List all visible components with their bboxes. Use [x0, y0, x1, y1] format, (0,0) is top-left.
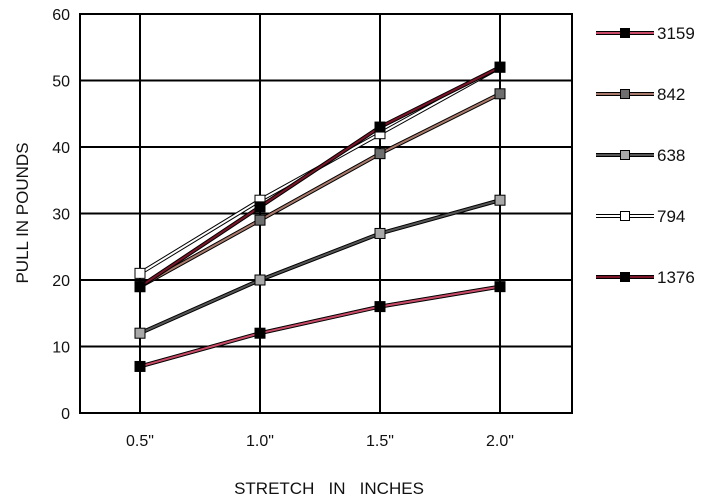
data-point-3159: [254, 327, 266, 339]
legend-marker-3159: [620, 28, 630, 38]
series-line-core: [139, 66, 501, 288]
y-tick-label: 10: [52, 340, 70, 357]
x-axis-ticks: 0.5" 1.0" 1.5" 2.0": [126, 433, 514, 450]
series-line-core: [139, 92, 501, 288]
data-point-842: [494, 88, 506, 100]
series-line-3159: [139, 284, 501, 369]
data-point-3159: [134, 360, 146, 372]
data-point-3159: [374, 301, 386, 313]
data-point-1376: [494, 61, 506, 73]
y-axis-label: PULL IN POUNDS: [13, 142, 32, 283]
legend: 3159 842 638 794 1376: [596, 24, 695, 287]
data-point-1376: [374, 121, 386, 133]
data-point-638: [254, 274, 266, 286]
series-line-core: [139, 285, 501, 368]
legend-label: 1376: [657, 268, 695, 287]
x-tick-label: 2.0": [486, 433, 514, 450]
data-point-638: [374, 227, 386, 239]
legend-label: 638: [657, 146, 685, 165]
legend-marker-638: [620, 150, 630, 160]
y-axis-ticks: 0 10 20 30 40 50 60: [52, 7, 70, 423]
series-lines: [138, 65, 501, 369]
data-point-638: [134, 327, 146, 339]
y-tick-label: 50: [52, 74, 70, 91]
data-point-1376: [134, 281, 146, 293]
legend-marker-1376: [620, 272, 630, 282]
series-line-842: [139, 92, 501, 289]
legend-label: 3159: [657, 24, 695, 43]
x-tick-label: 1.5": [366, 433, 394, 450]
x-tick-label: 0.5": [126, 433, 154, 450]
series-line-1376: [138, 65, 501, 289]
legend-marker-842: [620, 89, 630, 99]
x-tick-label: 1.0": [246, 433, 274, 450]
y-tick-label: 60: [52, 7, 70, 24]
data-point-842: [374, 148, 386, 160]
data-point-3159: [494, 281, 506, 293]
y-tick-label: 0: [61, 406, 70, 423]
y-tick-label: 30: [52, 207, 70, 224]
series-line-core: [139, 199, 501, 335]
legend-label: 794: [657, 207, 685, 226]
legend-marker-794: [620, 211, 630, 221]
series-markers: [134, 61, 506, 372]
data-point-842: [254, 214, 266, 226]
y-tick-label: 40: [52, 140, 70, 157]
y-tick-label: 20: [52, 273, 70, 290]
data-point-794: [134, 267, 146, 279]
series-line-638: [139, 198, 501, 336]
grid-lines: [80, 14, 572, 413]
legend-label: 842: [657, 85, 685, 104]
x-axis-label: STRETCH IN INCHES: [234, 479, 424, 498]
data-point-1376: [254, 201, 266, 213]
data-point-638: [494, 194, 506, 206]
